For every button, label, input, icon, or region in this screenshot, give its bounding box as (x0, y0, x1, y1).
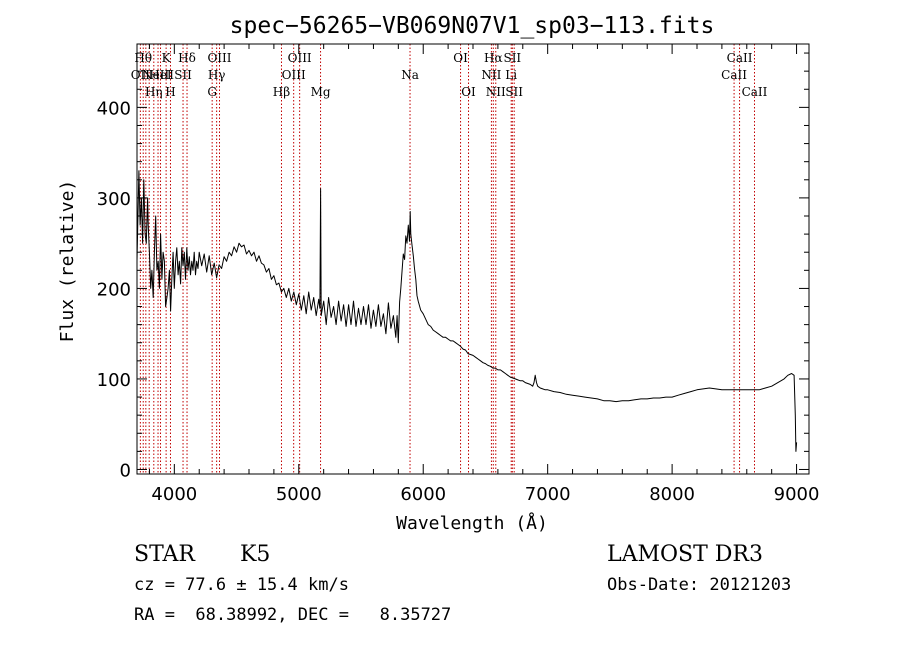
x-tick-label: 4000 (151, 484, 197, 505)
y-tick-label: 400 (97, 98, 131, 119)
coordinates-label: RA = 68.38992, DEC = 8.35727 (134, 605, 451, 625)
line-label: Mg (311, 85, 331, 99)
x-tick-label: 7000 (525, 484, 571, 505)
x-tick-label: 5000 (276, 484, 322, 505)
line-label: OI (453, 51, 468, 65)
line-label: OIII (282, 68, 306, 82)
line-label: SII (174, 68, 192, 82)
obs-date-label: Obs-Date: 20121203 (607, 575, 791, 595)
x-axis-label: Wavelength (Å) (396, 512, 548, 534)
axis-ticks: 4000 5000 6000 7000 8000 9000 0 100 200 300 400 (97, 44, 820, 505)
subclass-label: K5 (240, 542, 270, 567)
x-tick-label: 6000 (400, 484, 446, 505)
line-label: NeIII (142, 68, 174, 82)
line-label: Hγ (208, 68, 226, 82)
line-label: HeI (149, 68, 172, 82)
line-label: Hδ (178, 51, 196, 65)
line-label: H (165, 85, 175, 99)
line-label: NII (486, 85, 506, 99)
line-label: Li (505, 68, 517, 82)
survey-label: LAMOST DR3 (607, 542, 763, 567)
class-label: STAR (134, 542, 196, 567)
line-label: SII (503, 51, 521, 65)
line-label: Hβ (273, 85, 290, 99)
chart-title: spec−56265−VB069N07V1_sp03−113.fits (230, 13, 715, 39)
line-label: CaII (742, 85, 768, 99)
y-tick-label: 0 (120, 460, 131, 481)
line-label: SII (505, 85, 523, 99)
y-axis-label: Flux (relative) (57, 180, 78, 343)
line-label: Hα (484, 51, 503, 65)
line-label: Hη (145, 85, 163, 99)
line-label: Na (401, 68, 419, 82)
line-label: CaII (721, 68, 747, 82)
line-label: CaII (727, 51, 753, 65)
y-tick-label: 200 (97, 279, 131, 300)
y-tick-label: 100 (97, 370, 131, 391)
spectrum-line (136, 170, 798, 452)
line-label: NII (481, 68, 501, 82)
line-label: G (207, 85, 217, 99)
line-label: OIII (207, 51, 231, 65)
y-tick-label: 300 (97, 189, 131, 210)
x-tick-label: 9000 (774, 484, 820, 505)
spectral-line-markers (139, 44, 755, 474)
line-label: OIII (288, 51, 312, 65)
redshift-label: cz = 77.6 ± 15.4 km/s (134, 575, 349, 595)
spectrum-series (136, 170, 798, 452)
plot-frame (136, 43, 810, 475)
line-label: Hθ (134, 51, 152, 65)
x-tick-label: 8000 (649, 484, 695, 505)
line-label: OI (461, 85, 476, 99)
line-label: OII (131, 68, 151, 82)
line-label: K (162, 51, 172, 65)
